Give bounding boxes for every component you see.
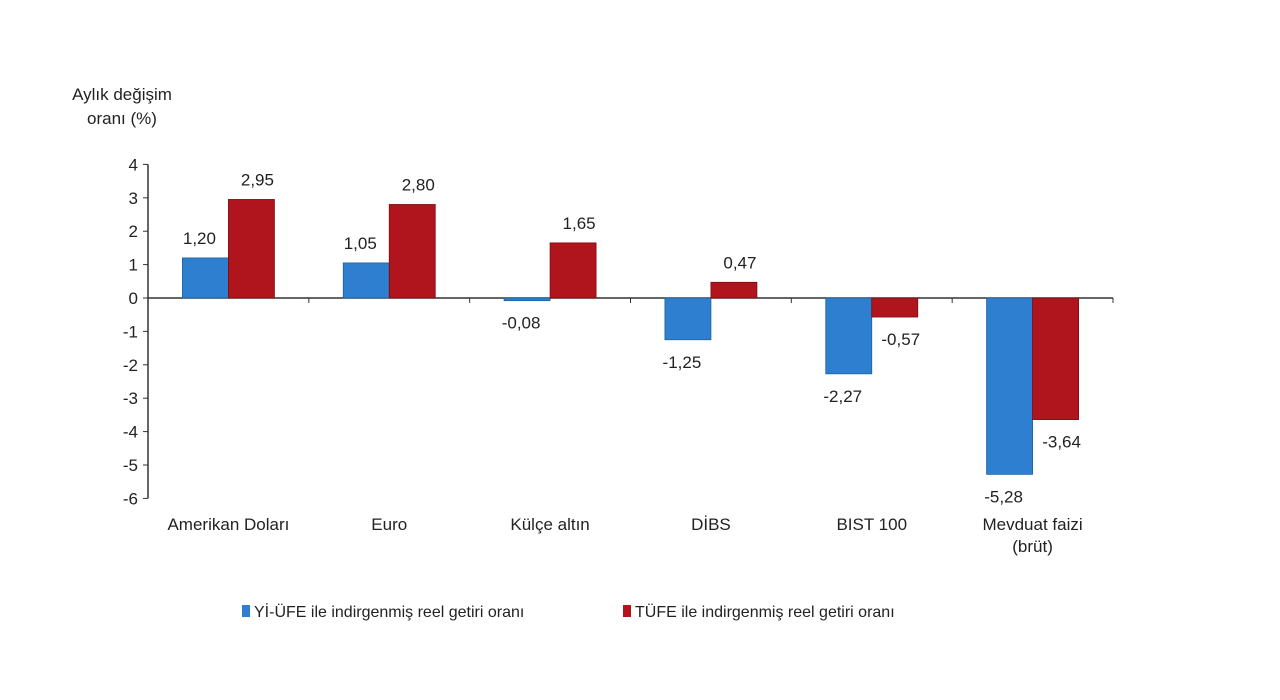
y-tick-label: 1 <box>129 256 138 275</box>
legend-label: TÜFE ile indirgenmiş reel getiri oranı <box>635 603 895 621</box>
legend-label: Yİ-ÜFE ile indirgenmiş reel getiri oranı <box>254 602 524 621</box>
data-label: 1,05 <box>344 234 377 253</box>
bar <box>664 297 712 341</box>
y-tick-label: -4 <box>123 423 138 442</box>
y-tick-label: -5 <box>123 456 138 475</box>
data-label: -2,27 <box>823 387 862 406</box>
data-label: -3,64 <box>1042 433 1081 452</box>
bar <box>710 281 758 299</box>
x-tick-label: DİBS <box>691 515 731 534</box>
data-label: 2,95 <box>241 170 274 189</box>
data-label: 0,47 <box>723 253 756 272</box>
bar <box>182 257 229 299</box>
bar <box>503 297 551 302</box>
y-axis-label: Aylık değişim <box>72 85 172 104</box>
x-tick-label: Külçe altın <box>510 515 589 534</box>
bar <box>986 297 1033 475</box>
data-label: -0,57 <box>881 330 920 349</box>
y-tick-label: -3 <box>123 389 138 408</box>
y-tick-label: -6 <box>123 489 138 508</box>
x-tick-label: Amerikan Doları <box>167 515 289 534</box>
bar <box>388 204 436 299</box>
bar <box>871 297 919 318</box>
data-label: -1,25 <box>663 353 702 372</box>
y-tick-label: 2 <box>129 222 138 241</box>
y-tick-label: 3 <box>129 189 138 208</box>
y-tick-label: -2 <box>123 356 138 375</box>
bar <box>228 199 275 299</box>
bar <box>825 297 873 375</box>
bar <box>549 242 597 299</box>
y-tick-label: -1 <box>123 322 138 341</box>
bar <box>342 262 390 299</box>
x-tick-label: Euro <box>371 515 407 534</box>
y-axis-label: oranı (%) <box>87 109 157 128</box>
y-tick-label: 0 <box>129 289 138 308</box>
legend-swatch <box>242 605 250 617</box>
data-label: -5,28 <box>984 487 1023 506</box>
x-tick-label: (brüt) <box>1012 537 1053 556</box>
legend-swatch <box>623 605 631 617</box>
x-tick-label: Mevduat faizi <box>982 515 1082 534</box>
x-tick-label: BIST 100 <box>836 515 907 534</box>
data-label: -0,08 <box>502 314 541 333</box>
bar <box>1032 297 1079 420</box>
data-label: 1,20 <box>183 229 216 248</box>
data-label: 1,65 <box>563 214 596 233</box>
data-label: 2,80 <box>402 175 435 194</box>
y-tick-label: 4 <box>129 155 138 174</box>
